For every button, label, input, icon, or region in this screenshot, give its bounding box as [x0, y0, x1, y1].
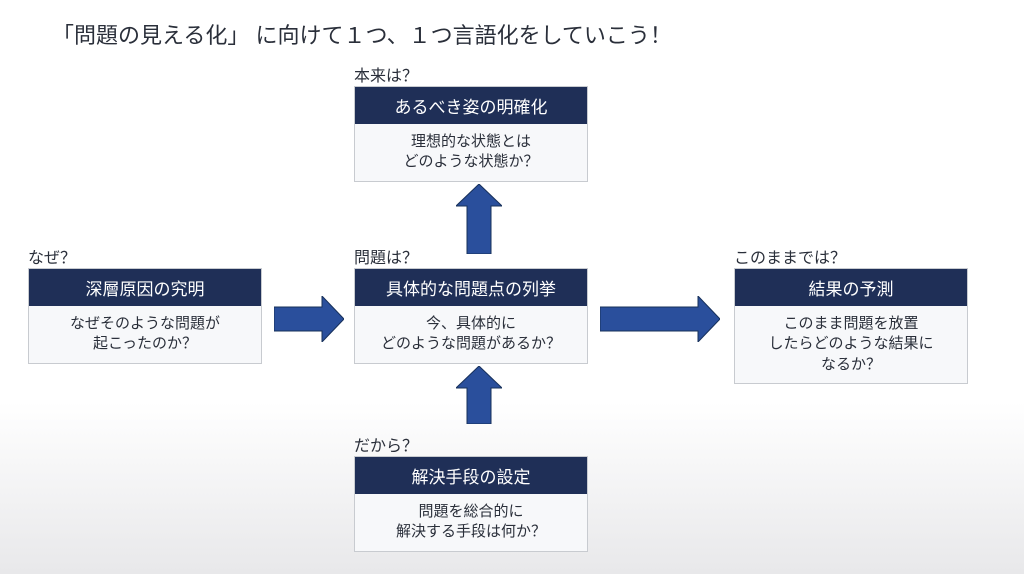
box-center: 具体的な問題点の列挙 今、具体的にどのような問題があるか？: [354, 268, 588, 364]
arrow-right-2: [600, 296, 720, 347]
box-bottom: 解決手段の設定 問題を総合的に解決する手段は何か？: [354, 456, 588, 552]
box-top: あるべき姿の明確化 理想的な状態とはどのような状態か？: [354, 86, 588, 182]
box-left-header: 深層原因の究明: [29, 269, 261, 306]
box-center-header: 具体的な問題点の列挙: [355, 269, 587, 306]
arrow-right-1: [274, 296, 344, 347]
arrow-up-0: [456, 184, 502, 259]
question-center: 問題は？: [354, 244, 418, 268]
page-title: 「問題の見える化」 に向けて１つ、１つ言語化をしていこう！: [52, 18, 672, 50]
box-top-header: あるべき姿の明確化: [355, 87, 587, 124]
box-right-body: このまま問題を放置したらどのような結果になるか？: [735, 306, 967, 383]
box-left-body: なぜそのような問題が起こったのか？: [29, 306, 261, 363]
arrow-up-3: [456, 366, 502, 429]
box-left: 深層原因の究明 なぜそのような問題が起こったのか？: [28, 268, 262, 364]
box-top-body: 理想的な状態とはどのような状態か？: [355, 124, 587, 181]
box-bottom-body: 問題を総合的に解決する手段は何か？: [355, 494, 587, 551]
question-left: なぜ？: [28, 244, 76, 268]
question-top: 本来は？: [354, 62, 418, 86]
box-center-body: 今、具体的にどのような問題があるか？: [355, 306, 587, 363]
question-bottom: だから？: [354, 432, 418, 456]
box-right: 結果の予測 このまま問題を放置したらどのような結果になるか？: [734, 268, 968, 384]
box-bottom-header: 解決手段の設定: [355, 457, 587, 494]
question-right: このままでは？: [734, 244, 846, 268]
box-right-header: 結果の予測: [735, 269, 967, 306]
